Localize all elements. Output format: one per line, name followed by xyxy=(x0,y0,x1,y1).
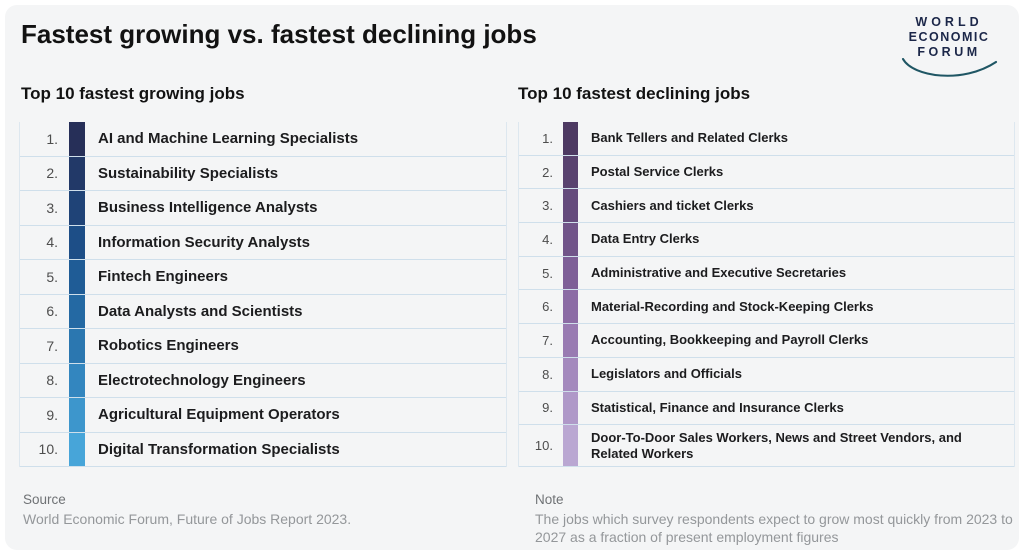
rank-label: 3. xyxy=(46,199,58,216)
rank-color-bar xyxy=(563,290,578,324)
list-item: 4. Information Security Analysts xyxy=(20,225,506,260)
list-item: 8. Legislators and Officials xyxy=(519,357,1014,392)
list-item: 8. Electrotechnology Engineers xyxy=(20,363,506,398)
list-item: 7. Robotics Engineers xyxy=(20,329,506,364)
rank-label: 4. xyxy=(542,231,553,247)
rank-label: 10. xyxy=(534,438,553,454)
rank-label: 8. xyxy=(46,372,58,389)
rank-color-bar xyxy=(69,156,85,190)
job-label: Postal Service Clerks xyxy=(591,164,724,180)
rank-color-bar xyxy=(69,260,85,294)
job-label: Material-Recording and Stock-Keeping Cle… xyxy=(591,298,874,314)
job-label: Electrotechnology Engineers xyxy=(98,371,306,389)
list-item: 4. Data Entry Clerks xyxy=(519,223,1014,257)
rank-color-bar xyxy=(69,363,85,397)
logo-line-world: WORLD xyxy=(915,15,983,29)
job-label: Statistical, Finance and Insurance Clerk… xyxy=(591,399,844,415)
growing-jobs-list: 1. AI and Machine Learning Specialists 2… xyxy=(19,122,507,467)
rank-label: 6. xyxy=(46,303,58,320)
job-label: Information Security Analysts xyxy=(98,233,310,251)
rank-label: 2. xyxy=(46,165,58,182)
rank-label: 10. xyxy=(38,441,58,458)
rank-label: 4. xyxy=(46,234,58,251)
rank-color-bar xyxy=(563,122,578,155)
job-label: Bank Tellers and Related Clerks xyxy=(591,130,789,146)
job-label: Accounting, Bookkeeping and Payroll Cler… xyxy=(591,332,869,348)
source-label: Source xyxy=(23,492,66,507)
job-label: Legislators and Officials xyxy=(591,366,742,382)
rank-color-bar xyxy=(563,155,578,189)
list-item: 10. Digital Transformation Specialists xyxy=(20,432,506,467)
list-item: 2. Postal Service Clerks xyxy=(519,155,1014,190)
rank-label: 5. xyxy=(542,265,553,281)
logo-swoosh-icon xyxy=(901,58,998,77)
job-label: Agricultural Equipment Operators xyxy=(98,406,340,424)
list-item: 9. Statistical, Finance and Insurance Cl… xyxy=(519,391,1014,426)
list-item: 2. Sustainability Specialists xyxy=(20,156,506,191)
job-label: Data Entry Clerks xyxy=(591,231,700,247)
rank-color-bar xyxy=(69,294,85,328)
logo-line-forum: FORUM xyxy=(917,45,981,59)
declining-list-heading: Top 10 fastest declining jobs xyxy=(518,84,751,103)
job-label: Business Intelligence Analysts xyxy=(98,199,318,217)
rank-label: 9. xyxy=(46,406,58,423)
list-item: 1. Bank Tellers and Related Clerks xyxy=(519,122,1014,156)
job-label: Digital Transformation Specialists xyxy=(98,440,340,458)
logo-line-economic: ECONOMIC xyxy=(908,30,990,44)
job-label: Cashiers and ticket Clerks xyxy=(591,197,754,213)
rank-label: 2. xyxy=(542,164,553,180)
list-item: 3. Business Intelligence Analysts xyxy=(20,191,506,226)
rank-color-bar xyxy=(563,189,578,223)
rank-label: 5. xyxy=(46,268,58,285)
job-label: Door-To-Door Sales Workers, News and Str… xyxy=(591,429,962,461)
list-item: 5. Administrative and Executive Secretar… xyxy=(519,256,1014,291)
list-item: 7. Accounting, Bookkeeping and Payroll C… xyxy=(519,324,1014,358)
declining-jobs-list: 1. Bank Tellers and Related Clerks 2. Po… xyxy=(518,122,1015,468)
rank-color-bar xyxy=(563,357,578,391)
rank-label: 7. xyxy=(542,332,553,348)
rank-label: 6. xyxy=(542,299,553,315)
rank-color-bar xyxy=(563,391,578,425)
rank-label: 9. xyxy=(542,400,553,416)
job-label: Sustainability Specialists xyxy=(98,164,279,182)
rank-color-bar xyxy=(69,225,85,259)
job-label: Data Analysts and Scientists xyxy=(98,302,303,320)
rank-color-bar xyxy=(563,256,578,290)
rank-color-bar xyxy=(69,122,85,156)
list-item: 9. Agricultural Equipment Operators xyxy=(20,398,506,433)
rank-color-bar xyxy=(563,324,578,357)
rank-color-bar xyxy=(69,432,85,466)
page-title: Fastest growing vs. fastest declining jo… xyxy=(21,19,537,49)
growing-list-heading: Top 10 fastest growing jobs xyxy=(21,84,245,103)
job-label: Robotics Engineers xyxy=(98,337,239,355)
note-block: Note The jobs which survey respondents e… xyxy=(535,492,1013,546)
list-item: 10. Door-To-Door Sales Workers, News and… xyxy=(519,425,1014,468)
list-item: 6. Data Analysts and Scientists xyxy=(20,294,506,329)
list-item: 6. Material-Recording and Stock-Keeping … xyxy=(519,290,1014,325)
rank-label: 8. xyxy=(542,366,553,382)
source-text: World Economic Forum, Future of Jobs Rep… xyxy=(23,511,352,527)
rank-label: 1. xyxy=(46,130,58,147)
infographic-card: Fastest growing vs. fastest declining jo… xyxy=(5,5,1019,550)
world-economic-forum-logo: WORLD ECONOMIC FORUM xyxy=(893,15,1005,82)
rank-label: 3. xyxy=(542,198,553,214)
rank-color-bar xyxy=(69,329,85,363)
list-item: 3. Cashiers and ticket Clerks xyxy=(519,189,1014,224)
rank-color-bar xyxy=(69,398,85,432)
note-label: Note xyxy=(535,492,564,507)
rank-color-bar xyxy=(69,191,85,225)
rank-color-bar xyxy=(563,223,578,256)
source-block: Source World Economic Forum, Future of J… xyxy=(23,492,483,528)
job-label: AI and Machine Learning Specialists xyxy=(98,130,359,148)
job-label: Fintech Engineers xyxy=(98,268,229,286)
note-text: The jobs which survey respondents expect… xyxy=(535,511,1013,545)
rank-label: 1. xyxy=(542,130,553,146)
rank-label: 7. xyxy=(46,337,58,354)
list-item: 5. Fintech Engineers xyxy=(20,260,506,295)
list-item: 1. AI and Machine Learning Specialists xyxy=(20,122,506,157)
job-label: Administrative and Executive Secretaries xyxy=(591,265,847,281)
rank-color-bar xyxy=(563,425,578,467)
